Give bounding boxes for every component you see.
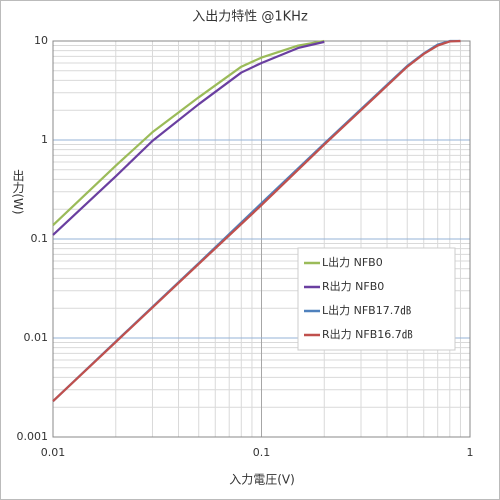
chart-title: 入出力特性 @1KHz — [192, 10, 308, 25]
series-line — [52, 39, 461, 402]
series-line — [52, 40, 325, 236]
x-axis-label: 入力電圧(V) — [229, 473, 295, 487]
x-tick-label: 1 — [467, 446, 474, 459]
legend-label: R出力 NFB0 — [322, 279, 384, 293]
legend-label: L出力 NFB0 — [322, 255, 383, 269]
series-line — [52, 39, 325, 226]
legend-box — [297, 247, 456, 351]
x-tick-label: 0.1 — [253, 446, 271, 459]
y-tick-label: 0.1 — [31, 232, 49, 245]
x-tick-label: 0.01 — [41, 446, 66, 459]
legend-label: L出力 NFB17.7㏈ — [322, 303, 411, 317]
plot-border — [52, 40, 471, 438]
legend-label: R出力 NFB16.7㏈ — [322, 327, 413, 341]
y-tick-label: 0.01 — [24, 331, 49, 344]
y-axis-label: 出力(W) — [11, 169, 25, 215]
y-tick-label: 0.001 — [17, 430, 49, 443]
y-tick-label: 1 — [41, 133, 48, 146]
y-tick-label: 10 — [34, 34, 48, 47]
